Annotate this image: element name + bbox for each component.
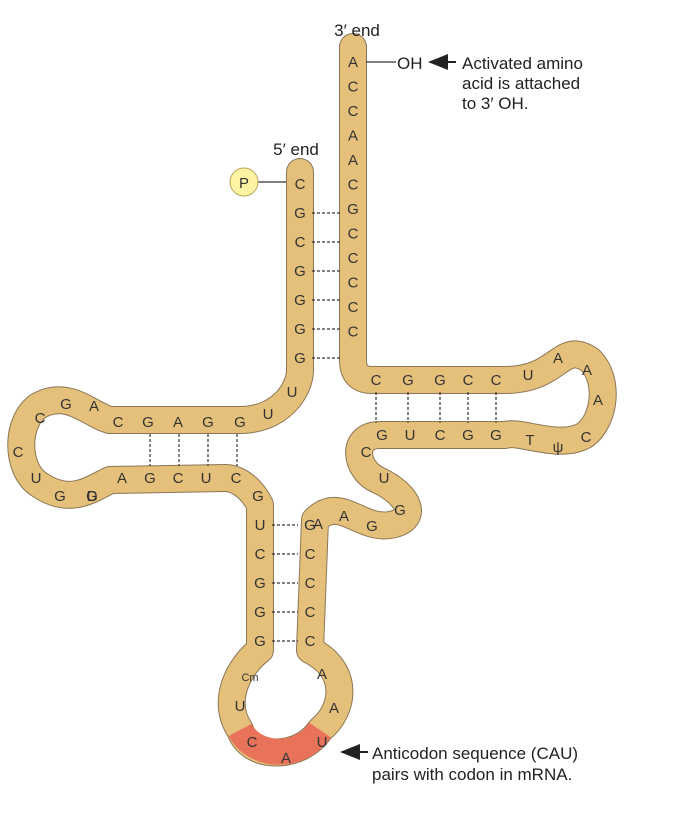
amino-note-line1: Activated amino <box>462 54 583 73</box>
d-loop-nt: G <box>60 396 72 413</box>
anticodon-loop-nt: C <box>247 734 258 751</box>
base-pair-lines <box>149 212 497 642</box>
t-arm-out-nt: C <box>463 372 474 389</box>
acceptor-3prime-nt: C <box>348 177 359 194</box>
acceptor-3prime-nt: A <box>348 128 358 145</box>
acceptor-3prime-nt: C <box>348 275 359 292</box>
anticodon-stem-up-nt: C <box>305 575 316 592</box>
t-arm-out-nt: C <box>491 372 502 389</box>
t-loop-nt: U <box>523 367 534 384</box>
anticodon-stem-down-nt: G <box>254 575 266 592</box>
anticodon-stem-down-nt: G <box>254 604 266 621</box>
t-arm-in-nt: G <box>462 427 474 444</box>
t-loop-nt: ψ <box>553 439 564 456</box>
acceptor-5prime-nt: G <box>294 350 306 367</box>
t-arm-out-nt: G <box>402 372 414 389</box>
variable-loop-nt: U <box>379 470 390 487</box>
acceptor-3prime-nt: A <box>348 54 358 71</box>
phosphate-circle <box>229 167 259 197</box>
oh-label: OH <box>397 54 423 73</box>
d-arm-out-nt: A <box>173 414 183 431</box>
t-arm-out-nt: C <box>371 372 382 389</box>
t-loop-nt: A <box>582 362 592 379</box>
t-arm-in-nt: G <box>490 427 502 444</box>
amino-note-line2: acid is attached <box>462 74 580 93</box>
d-arm-in-nt: G <box>252 488 264 505</box>
anticodon-loop-nt: A <box>317 666 327 683</box>
d-arm-in-nt: A <box>117 470 127 487</box>
anticodon-loop-nt: A <box>329 700 339 717</box>
t-loop-nt: A <box>553 350 563 367</box>
acceptor-3prime-nt: C <box>348 250 359 267</box>
variable-loop-nt: A <box>313 516 323 533</box>
d-loop-nt: U <box>31 470 42 487</box>
anticodon-loop-nt: U <box>235 698 246 715</box>
acceptor-5prime-nt: G <box>294 205 306 222</box>
variable-loop-nt: A <box>339 508 349 525</box>
anticodon-highlight <box>228 721 331 765</box>
d-loop-nt: G <box>54 488 66 505</box>
d-arm-out-nt: G <box>234 414 246 431</box>
d-arm-out-nt: U <box>263 406 274 423</box>
anticodon-stem-down-nt: G <box>254 633 266 650</box>
anticodon-stem-up-nt: G <box>304 517 316 534</box>
anticodon-stem-up-nt: C <box>305 633 316 650</box>
acceptor-5prime-nt: G <box>294 292 306 309</box>
anticodon-stem-up-nt: C <box>305 604 316 621</box>
trna-backbone-fill <box>8 34 616 766</box>
acceptor-5prime-nt: G <box>294 321 306 338</box>
d-arm-in-nt: G <box>144 470 156 487</box>
t-loop-nt: T <box>525 432 534 449</box>
t-arm-in-nt: U <box>405 427 416 444</box>
d-loop-nt: G <box>86 488 98 505</box>
d-arm-out-nt: A <box>89 398 99 415</box>
d-loop-nt: C <box>13 444 24 461</box>
d-arm-out-nt: C <box>113 414 124 431</box>
t-loop-nt: A <box>593 392 603 409</box>
d-arm-in-nt: C <box>231 470 242 487</box>
d-arm-out-nt: G <box>202 414 214 431</box>
acceptor-3prime-nt: C <box>348 324 359 341</box>
acceptor-5prime-nt: C <box>295 176 306 193</box>
acceptor-3prime-nt: G <box>347 201 359 218</box>
d-arm-out-nt: G <box>142 414 154 431</box>
anticodon-stem-up-nt: C <box>305 546 316 563</box>
five-prime-end-label: 5′ end <box>273 140 319 159</box>
acceptor-3prime-nt: A <box>348 152 358 169</box>
t-loop-nt: C <box>581 429 592 446</box>
variable-loop-nt: C <box>361 444 372 461</box>
anticodon-stem-down-nt: C <box>255 546 266 563</box>
anticodon-stem-down-nt: U <box>255 517 266 534</box>
anticodon-loop-nt: A <box>281 750 291 767</box>
t-arm-in-nt: G <box>376 427 388 444</box>
d-loop-nt: C <box>35 410 46 427</box>
phosphate-label: P <box>239 175 249 192</box>
acceptor-3prime-nt: C <box>348 299 359 316</box>
acceptor-5prime-nt: C <box>295 234 306 251</box>
anticodon-loop-nt: U <box>317 734 328 751</box>
d-arm-in-nt: U <box>201 470 212 487</box>
amino-note-line3: to 3′ OH. <box>462 94 529 113</box>
d-loop-nt: D <box>87 488 98 505</box>
d-arm-in-nt: C <box>173 470 184 487</box>
variable-loop-nt: G <box>394 502 406 519</box>
acceptor-5prime-nt: G <box>294 263 306 280</box>
anticodon-note-line2: pairs with codon in mRNA. <box>372 765 572 784</box>
t-arm-out-nt: G <box>434 372 446 389</box>
acceptor-3prime-nt: C <box>348 226 359 243</box>
anticodon-loop-nt: Cm <box>241 672 258 684</box>
variable-loop-nt: G <box>366 518 378 535</box>
acceptor-3prime-nt: C <box>348 103 359 120</box>
three-prime-end-label: 3′ end <box>334 21 380 40</box>
junction-nt: U <box>287 384 298 401</box>
acceptor-3prime-nt: C <box>348 79 359 96</box>
anticodon-note-line1: Anticodon sequence (CAU) <box>372 744 578 763</box>
t-arm-in-nt: C <box>435 427 446 444</box>
